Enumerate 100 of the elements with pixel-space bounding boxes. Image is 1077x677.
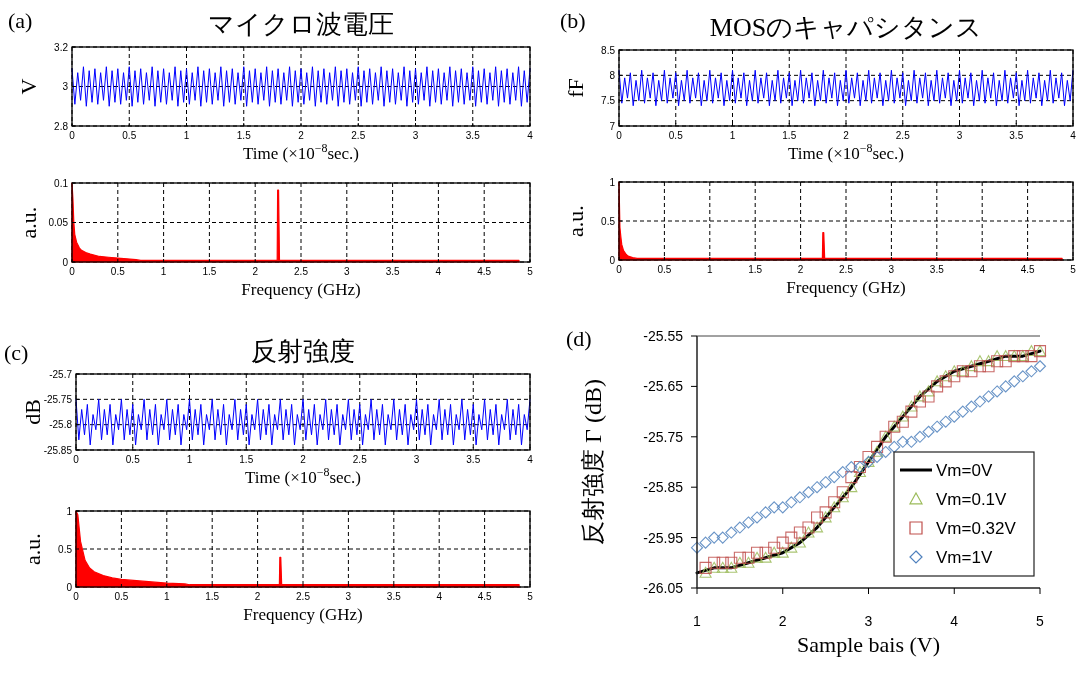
x-tick-label: 2.5: [351, 130, 366, 141]
x-axis-title: Time (×10$^{−8}$sec.): [244, 465, 362, 487]
x-tick-label: 0: [73, 591, 80, 602]
y-axis-title: 反射強度 Γ (dB): [580, 379, 606, 545]
x-tick-label: 5: [527, 266, 534, 277]
x-tick-label: 1.5: [202, 266, 217, 277]
text: (a): [8, 8, 33, 33]
x-axis-title: Time (×10$^{−8}$sec.): [787, 141, 905, 163]
x-tick-label: 0.5: [125, 454, 141, 465]
y-tick-label: 1: [66, 505, 73, 517]
x-tick-label: 1: [164, 591, 171, 602]
x-tick-label: 3.5: [386, 591, 402, 602]
x-tick-label: 4.5: [1020, 264, 1035, 275]
x-tick-label: 3: [888, 264, 895, 275]
x-tick-label: 3.5: [385, 266, 400, 277]
x-tick-label: 3.5: [1009, 130, 1024, 141]
y-tick-label: -26.05: [643, 579, 684, 596]
x-tick-label: 2: [254, 591, 261, 602]
x-tick-label: 2: [300, 454, 307, 465]
x-tick-label: 3.5: [929, 264, 945, 275]
x-tick-label: 5: [527, 591, 534, 602]
y-tick-label: 0.1: [54, 177, 69, 189]
y-tick-label: 0.05: [48, 217, 69, 228]
y-tick-label: 0.5: [58, 543, 73, 555]
y-axis-title: dB: [20, 399, 45, 425]
text: (d): [566, 326, 592, 351]
y-tick-label: 0.5: [601, 215, 616, 227]
x-tick-label: 0: [616, 130, 623, 141]
y-tick-label: 8.5: [601, 44, 616, 56]
y-tick-label: -25.95: [643, 529, 684, 546]
x-tick-label: 4: [950, 613, 959, 629]
y-tick-label: 8: [609, 69, 616, 81]
y-axis-title: a.u.: [16, 206, 41, 239]
y-axis-title: a.u.: [563, 205, 588, 237]
x-tick-label: 4: [436, 591, 443, 602]
x-tick-label: 2.5: [294, 266, 309, 277]
y-axis-title: V: [16, 78, 41, 95]
y-tick-label: -25.75: [43, 393, 73, 405]
legend-label: Vm=0V: [936, 461, 993, 480]
chart-title: 反射強度: [251, 337, 355, 366]
x-tick-label: 2.5: [895, 130, 911, 141]
y-tick-label: -25.85: [43, 444, 73, 456]
y-tick-label: -25.7: [49, 368, 73, 380]
x-tick-label: 4: [979, 264, 986, 275]
x-axis-title: Frequency (GHz): [786, 278, 906, 297]
legend-label: Vm=0.1V: [936, 490, 1008, 509]
y-tick-label: 7.5: [601, 95, 616, 107]
x-tick-label: 1: [729, 130, 736, 141]
y-axis-title: a.u.: [20, 533, 45, 565]
x-tick-label: 4.5: [477, 266, 492, 277]
x-tick-label: 5: [1036, 613, 1045, 629]
x-tick-label: 3: [412, 130, 419, 141]
y-tick-label: 0: [66, 581, 73, 593]
y-tick-label: 3: [62, 81, 69, 92]
x-tick-label: 2: [252, 266, 259, 277]
y-tick-label: -25.85: [643, 479, 684, 496]
x-tick-label: 0.5: [122, 130, 137, 141]
y-tick-label: -25.75: [643, 428, 684, 445]
y-tick-label: -25.55: [643, 327, 684, 344]
y-tick-label: 1: [609, 176, 616, 188]
x-tick-label: 0.5: [114, 591, 129, 602]
x-tick-label: 2.5: [839, 264, 854, 275]
x-tick-label: 1.5: [782, 130, 797, 141]
x-tick-label: 1.5: [239, 454, 254, 465]
x-axis-title: Time (×10$^{−8}$sec.): [242, 141, 360, 163]
x-tick-label: 1: [183, 130, 190, 141]
x-tick-label: 4: [527, 454, 534, 465]
x-tick-label: 0: [73, 454, 80, 465]
x-tick-label: 3: [864, 613, 873, 629]
legend-label: Vm=1V: [936, 548, 993, 567]
x-tick-label: 1: [693, 613, 702, 629]
x-tick-label: 1: [707, 264, 714, 275]
x-tick-label: 4: [1070, 130, 1077, 141]
x-tick-label: 1: [186, 454, 193, 465]
x-tick-label: 0: [616, 264, 623, 275]
y-tick-label: -25.65: [643, 378, 684, 395]
chart-title: MOSのキャパシタンス: [709, 13, 983, 42]
x-tick-label: 2: [298, 130, 305, 141]
text: (b): [560, 8, 586, 33]
x-tick-label: 1.5: [748, 264, 763, 275]
x-tick-label: 3: [413, 454, 420, 465]
x-tick-label: 1.5: [205, 591, 220, 602]
chart-title: マイクロ波電圧: [208, 10, 394, 39]
x-axis-title: Frequency (GHz): [241, 280, 361, 299]
y-tick-label: 2.8: [54, 120, 69, 132]
x-tick-label: 4: [527, 130, 534, 141]
text: (c): [4, 340, 29, 365]
x-tick-label: 3: [345, 591, 352, 602]
x-tick-label: 3: [344, 266, 351, 277]
x-tick-label: 2.5: [296, 591, 311, 602]
x-tick-label: 0.5: [110, 266, 126, 277]
x-tick-label: 2: [797, 264, 804, 275]
x-tick-label: 2: [843, 130, 850, 141]
x-tick-label: 2: [778, 613, 787, 629]
x-tick-label: 1.5: [236, 130, 252, 141]
x-tick-label: 4.5: [477, 591, 492, 602]
y-tick-label: 3.2: [54, 41, 69, 53]
x-axis-title: Sample bais (V): [797, 632, 940, 657]
y-tick-label: 0: [609, 254, 616, 266]
y-tick-label: -25.8: [49, 419, 73, 431]
